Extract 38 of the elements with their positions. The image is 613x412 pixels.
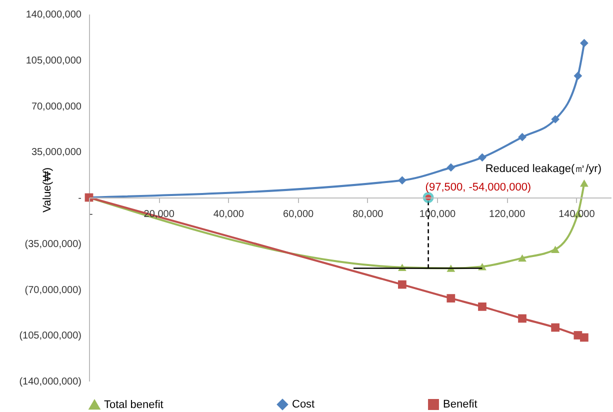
legend-label: Total benefit: [104, 398, 164, 411]
x-tick-label: 120,000: [489, 209, 526, 220]
point: [478, 302, 486, 311]
y-axis-title: Value(₩): [42, 167, 54, 213]
point: [574, 72, 582, 80]
y-tick-label: 105,000,000: [26, 55, 82, 66]
x-tick-label: 100,000: [419, 209, 456, 220]
point: [478, 153, 486, 162]
point: [580, 38, 588, 48]
point: [398, 280, 406, 289]
y-tick-label: (70,000,000): [24, 284, 82, 296]
point: [398, 176, 406, 185]
point: [551, 115, 560, 124]
point: [580, 179, 588, 187]
y-tick-label: (35,000,000): [24, 238, 82, 250]
y-tick-label: 70,000,000: [31, 101, 82, 112]
y-tick-label: (140,000,000): [19, 376, 82, 388]
x-axis-title: Reduced leakage(㎥/yr): [485, 163, 602, 175]
point: [580, 333, 588, 342]
point: [518, 314, 526, 323]
point: [551, 323, 560, 332]
y-tick-label: 35,000,000: [31, 147, 82, 158]
legend-label: Benefit: [443, 398, 478, 411]
point: [446, 163, 456, 172]
x-tick-label: 60,000: [283, 209, 314, 220]
y-tick-label: -: [78, 193, 82, 204]
x-tick-label: -: [90, 209, 93, 220]
point: [551, 246, 560, 254]
y-tick-label: (105,000,000): [19, 330, 82, 342]
point: [518, 254, 526, 262]
x-tick-label: 40,000: [213, 209, 244, 220]
x-tick-label: 80,000: [352, 209, 384, 220]
y-tick-label: 140,000,000: [26, 10, 82, 20]
legend-label: Cost: [292, 398, 315, 411]
point: [518, 132, 526, 142]
point: [422, 192, 434, 203]
point: [446, 294, 456, 302]
annotation: (97,500, -54,000,000): [425, 182, 532, 194]
